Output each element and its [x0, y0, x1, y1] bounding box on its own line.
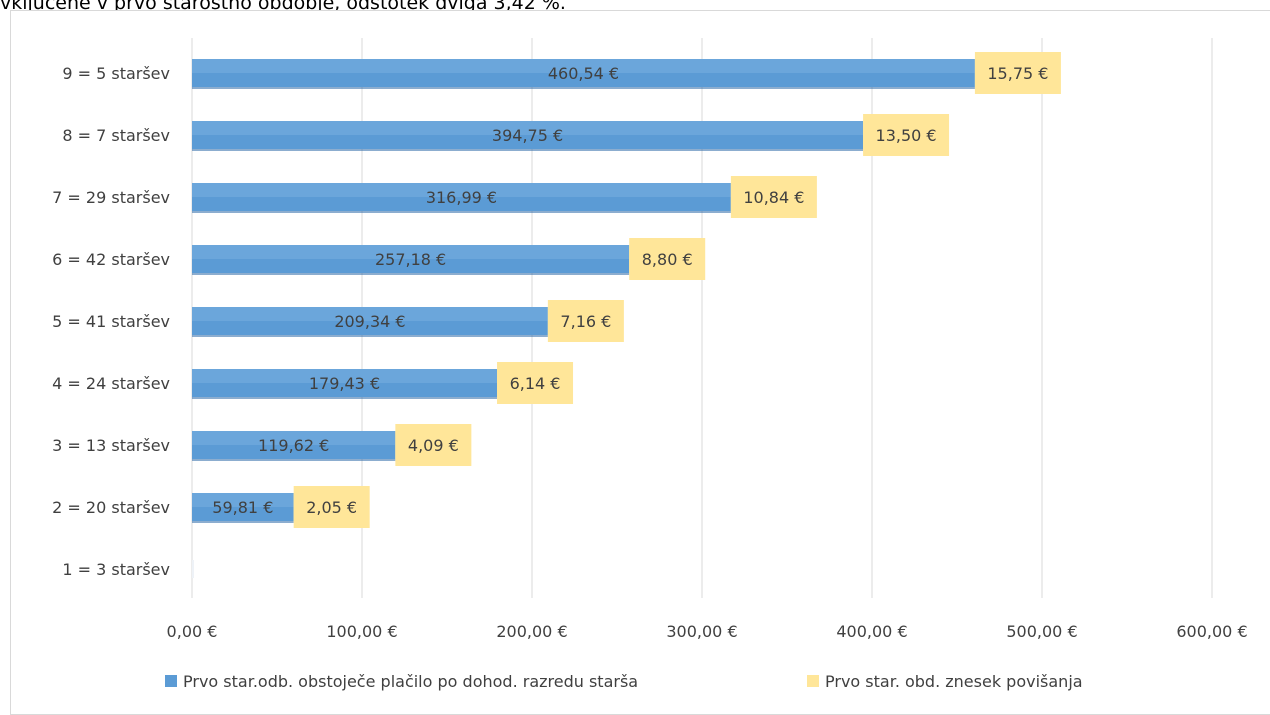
data-label-series-2-box: [629, 238, 706, 280]
bar-series-1: [192, 59, 975, 87]
data-label-series-2: 8,80 €: [642, 250, 693, 269]
bar-series-1-shadow: [192, 397, 498, 399]
data-label-series-2-box: [730, 176, 817, 218]
legend-swatch-series-1: [165, 675, 177, 687]
category-label: 2 = 20 staršev: [52, 498, 170, 517]
data-label-series-2-box: [293, 486, 370, 528]
bar-series-1-highlight: [192, 369, 498, 383]
bar-series-1-shadow: [192, 273, 630, 275]
bars-layer: [192, 59, 1002, 578]
bar-series-1-highlight: [192, 245, 630, 259]
data-label-series-2: 7,16 €: [560, 312, 611, 331]
data-label-series-1: 179,43 €: [309, 374, 380, 393]
legend-swatch-series-2: [807, 675, 819, 687]
x-tick-label: 400,00 €: [836, 622, 907, 641]
bar-series-1-highlight: [192, 121, 864, 135]
bar-series-1-shadow: [192, 459, 396, 461]
bar-empty: [192, 560, 194, 578]
x-tick-label: 300,00 €: [666, 622, 737, 641]
category-label: 3 = 13 staršev: [52, 436, 170, 455]
bar-series-1: [192, 493, 294, 521]
data-label-series-2: 6,14 €: [510, 374, 561, 393]
bar-series-1: [192, 369, 498, 397]
data-label-series-2: 4,09 €: [408, 436, 459, 455]
bar-series-1-shadow: [192, 149, 864, 151]
data-label-series-2: 13,50 €: [876, 126, 937, 145]
category-label: 6 = 42 staršev: [52, 250, 170, 269]
category-label: 8 = 7 staršev: [62, 126, 170, 145]
data-label-series-1: 209,34 €: [334, 312, 405, 331]
bar-series-1-highlight: [192, 431, 396, 445]
x-tick-label: 200,00 €: [496, 622, 567, 641]
category-label: 7 = 29 staršev: [52, 188, 170, 207]
x-tick-label: 0,00 €: [167, 622, 218, 641]
x-tick-label: 100,00 €: [326, 622, 397, 641]
data-label-series-1: 394,75 €: [492, 126, 563, 145]
bar-series-1: [192, 307, 548, 335]
data-label-series-2: 10,84 €: [743, 188, 804, 207]
data-label-series-1: 119,62 €: [258, 436, 329, 455]
data-label-series-2-box: [863, 114, 950, 156]
x-tick-label: 500,00 €: [1006, 622, 1077, 641]
category-label: 9 = 5 staršev: [62, 64, 170, 83]
legend: Prvo star.odb. obstoječe plačilo po doho…: [165, 672, 1083, 691]
category-label: 5 = 41 staršev: [52, 312, 170, 331]
legend-label-series-1: Prvo star.odb. obstoječe plačilo po doho…: [183, 672, 638, 691]
bar-series-1-shadow: [192, 87, 975, 89]
bar-series-1: [192, 431, 396, 459]
bar-series-1-shadow: [192, 211, 731, 213]
bar-series-1-highlight: [192, 493, 294, 507]
bar-series-1: [192, 121, 864, 149]
bar-series-1: [192, 245, 630, 273]
bar-series-1-highlight: [192, 59, 975, 73]
category-label: 1 = 3 staršev: [62, 560, 170, 579]
data-label-series-1: 316,99 €: [426, 188, 497, 207]
data-label-series-1: 59,81 €: [212, 498, 273, 517]
data-label-series-2: 15,75 €: [987, 64, 1048, 83]
bar-series-1-highlight: [192, 183, 731, 197]
data-label-series-1: 460,54 €: [548, 64, 619, 83]
data-label-series-2-box: [547, 300, 624, 342]
category-labels-layer: 9 = 5 staršev 8 = 7 staršev 7 = 29 staršev…: [52, 64, 170, 579]
data-label-series-2-box: [395, 424, 472, 466]
x-tick-labels-layer: 0,00 € 100,00 € 200,00 € 300,00 € 400,00 € 50…: [167, 622, 1248, 641]
data-label-series-1: 257,18 €: [375, 250, 446, 269]
bar-series-1-shadow: [192, 521, 294, 523]
legend-label-series-2: Prvo star. obd. znesek povišanja: [825, 672, 1083, 691]
bar-series-1-highlight: [192, 307, 548, 321]
data-label-series-2-box: [497, 362, 574, 404]
bar-series-1-shadow: [192, 335, 548, 337]
data-label-series-2: 2,05 €: [306, 498, 357, 517]
category-label: 4 = 24 staršev: [52, 374, 170, 393]
bar-series-1: [192, 183, 731, 211]
data-labels-layer: 460,54 € 15,75 € 394,75 € 13,50 € 316,99 € 10…: [212, 52, 1061, 528]
data-label-series-2-box: [974, 52, 1061, 94]
x-tick-label: 600,00 €: [1176, 622, 1247, 641]
